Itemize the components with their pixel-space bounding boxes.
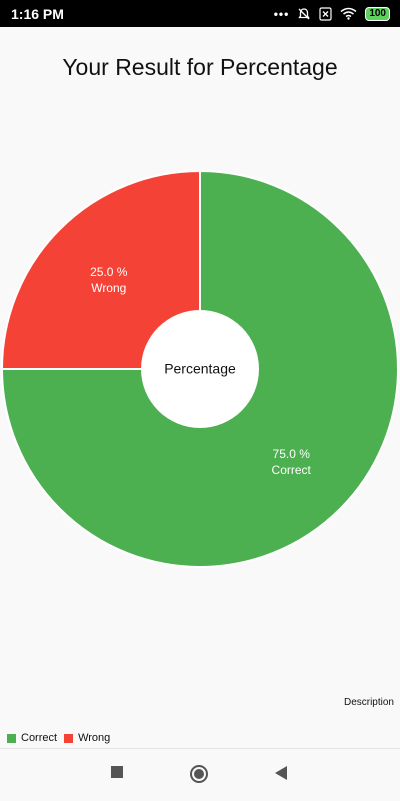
pie-slice-correct[interactable]	[0, 169, 399, 568]
legend-label-wrong: Wrong	[78, 732, 111, 744]
chart-description: Description	[343, 697, 394, 708]
legend-item-wrong: Wrong	[64, 732, 110, 744]
page-title: Your Result for Percentage	[62, 54, 338, 80]
legend-swatch-wrong	[64, 733, 74, 743]
dots-icon: •••	[273, 6, 290, 21]
pie-label-wrong: 25.0 % Wrong	[90, 265, 128, 295]
recents-icon[interactable]	[110, 765, 124, 779]
pie-label-name-correct: Correct	[272, 463, 312, 477]
sim-x-icon	[319, 6, 332, 21]
pie-center-text: Percentage	[164, 361, 236, 377]
pie-slice-wrong[interactable]	[0, 169, 201, 370]
wifi-icon	[340, 7, 357, 20]
legend-item-correct: Correct	[7, 732, 57, 744]
legend-swatch-correct	[7, 733, 16, 743]
back-icon[interactable]	[274, 765, 288, 781]
mute-icon	[298, 7, 311, 19]
legend-label-correct: Correct	[21, 732, 58, 744]
home-icon[interactable]	[189, 764, 209, 784]
battery-icon: 100	[365, 6, 390, 21]
pie-labels: 75.0 % Correct 25.0 % Wrong	[90, 265, 311, 477]
pie-label-correct: 75.0 % Correct	[272, 447, 312, 477]
status-bar: 1:16 PM ••• 100	[0, 0, 400, 27]
navigation-bar	[0, 748, 400, 801]
chart-legend: Correct Wrong	[7, 732, 117, 744]
pie-label-value-correct: 75.0 %	[273, 447, 311, 461]
status-time: 1:16 PM	[11, 5, 64, 22]
pie-center-hole	[141, 310, 259, 428]
pie-slices	[0, 169, 399, 568]
pie-label-name-wrong: Wrong	[91, 281, 126, 295]
pie-label-value-wrong: 25.0 %	[90, 265, 128, 279]
status-icons: ••• 100	[273, 6, 390, 21]
